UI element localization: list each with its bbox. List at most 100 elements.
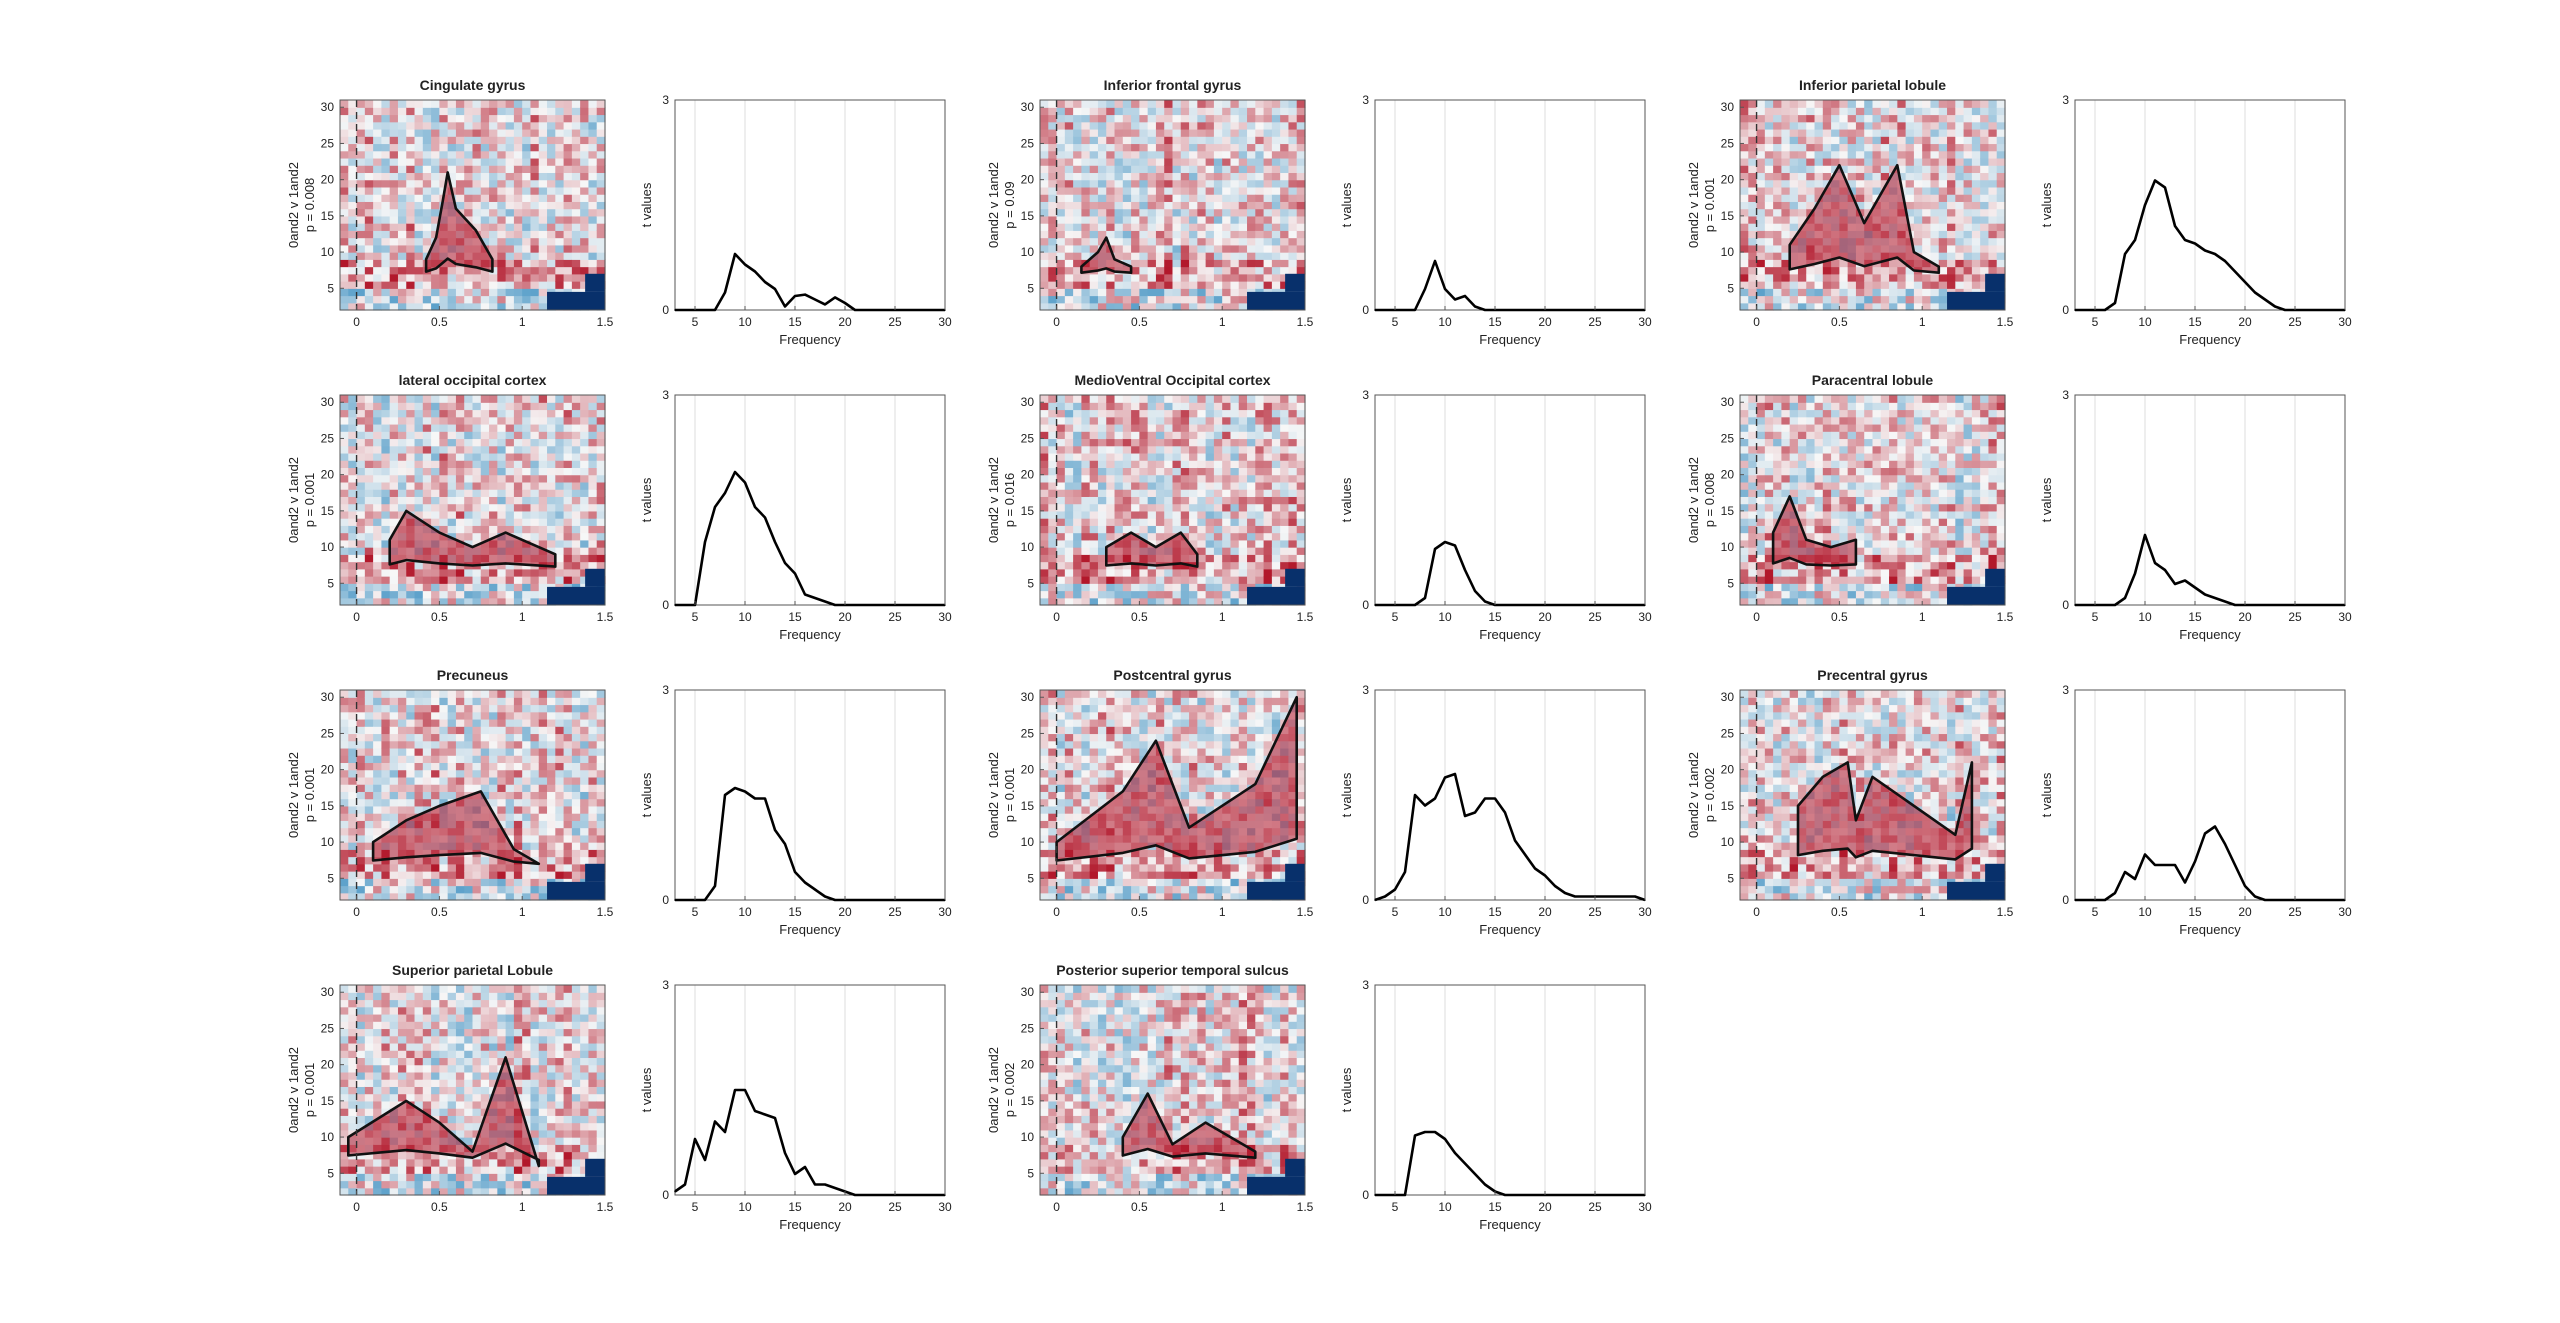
heatmap-cell xyxy=(1089,237,1099,246)
heatmap-cell xyxy=(588,489,598,497)
heatmap-cell xyxy=(1081,136,1091,145)
heatmap-cell xyxy=(464,395,474,403)
heatmap-cell xyxy=(447,273,457,282)
heatmap-cell xyxy=(447,172,457,181)
heatmap-cell xyxy=(1296,215,1306,224)
heatmap-cell xyxy=(1897,128,1907,137)
heatmap-cell xyxy=(1114,423,1124,432)
heatmap-cell xyxy=(1073,288,1083,297)
heatmap-cell xyxy=(1114,186,1124,195)
heatmap-cell xyxy=(340,467,349,476)
data-point xyxy=(1574,309,1576,311)
heatmap-cell xyxy=(555,547,565,555)
heatmap-cell xyxy=(1106,452,1116,461)
heatmap-cell xyxy=(505,518,515,526)
heatmap-cell xyxy=(1889,281,1898,289)
heatmap-cell xyxy=(1106,143,1116,152)
heatmap-cell xyxy=(1205,510,1215,519)
heatmap-cell xyxy=(1938,194,1948,202)
heatmap-cell xyxy=(1155,273,1165,282)
heatmap-cell xyxy=(1238,121,1248,130)
heatmap-cell xyxy=(1205,416,1215,425)
heatmap-cell xyxy=(1889,121,1898,130)
heatmap-cell xyxy=(1114,460,1124,469)
heatmap-cell xyxy=(1280,230,1290,239)
heatmap-cell xyxy=(580,496,590,505)
heatmap-cell xyxy=(1073,259,1083,268)
heatmap-cell xyxy=(1855,302,1865,311)
heatmap-cell xyxy=(1197,288,1207,297)
heatmap-cell xyxy=(1797,165,1807,174)
heatmap-cell xyxy=(1089,481,1099,490)
data-point xyxy=(924,604,926,606)
heatmap-cell xyxy=(1839,150,1849,159)
heatmap-cell xyxy=(455,179,465,188)
heatmap-cell xyxy=(1238,215,1248,224)
heatmap-cell xyxy=(1180,590,1190,599)
heatmap-cell xyxy=(1064,223,1074,231)
heatmap-cell xyxy=(1147,445,1157,454)
heatmap-cell xyxy=(1197,273,1207,282)
heatmap-cell xyxy=(530,266,540,275)
data-point xyxy=(734,253,736,255)
heatmap-cell xyxy=(455,460,465,469)
heatmap-cell xyxy=(571,409,581,418)
heatmap-cell xyxy=(389,402,399,411)
heatmap-cell xyxy=(406,409,416,418)
heatmap-cell xyxy=(563,230,573,239)
heatmap-cell xyxy=(1081,100,1091,108)
heatmap-cell xyxy=(1905,215,1915,224)
x-tick-label: 30 xyxy=(938,315,952,329)
heatmap-cell xyxy=(1913,244,1923,253)
heatmap-cell xyxy=(381,157,391,166)
x-tick-label: 1.5 xyxy=(1297,315,1314,329)
heatmap-cell xyxy=(439,416,449,425)
heatmap-cell xyxy=(1288,402,1298,411)
heatmap-cell xyxy=(1296,244,1306,253)
heatmap-cell xyxy=(1280,416,1290,425)
heatmap-cell xyxy=(1880,128,1890,137)
heatmap-cell xyxy=(1740,223,1749,231)
heatmap-cell xyxy=(1197,590,1207,599)
heatmap-cell xyxy=(1255,474,1265,483)
heatmap-cell xyxy=(1081,445,1091,454)
heatmap-cell xyxy=(447,416,457,425)
heatmap-cell xyxy=(1222,576,1232,584)
heatmap-cell xyxy=(439,489,449,497)
heatmap-cell xyxy=(373,510,383,519)
heatmap-cell xyxy=(1913,136,1923,145)
heatmap-cell xyxy=(1238,288,1248,297)
heatmap-cell xyxy=(1213,474,1223,483)
heatmap-cell xyxy=(1872,179,1882,188)
heatmap-cell xyxy=(1155,474,1165,483)
heatmap-cell xyxy=(1155,416,1165,425)
heatmap-cell xyxy=(1263,114,1273,123)
heatmap-cell xyxy=(1131,215,1140,224)
heatmap-cell xyxy=(364,252,374,260)
heatmap-cell xyxy=(348,143,358,152)
heatmap-cell xyxy=(1048,438,1058,447)
heatmap-cell xyxy=(439,518,449,526)
y-tick-label: 15 xyxy=(1021,504,1035,518)
heatmap-cell xyxy=(455,416,465,425)
heatmap-cell xyxy=(406,561,416,570)
heatmap-cell xyxy=(1930,223,1940,231)
heatmap-cell xyxy=(489,474,498,483)
heatmap-cell xyxy=(1230,281,1240,289)
heatmap-cell xyxy=(596,128,606,137)
heatmap-cell xyxy=(596,107,606,116)
heatmap-cell xyxy=(439,157,449,166)
heatmap-cell xyxy=(422,302,432,311)
heatmap-cell xyxy=(455,510,465,519)
heatmap-cell xyxy=(364,554,374,563)
heatmap-cell xyxy=(1806,121,1816,130)
heatmap-cell xyxy=(588,172,598,181)
heatmap-cell xyxy=(1056,136,1066,145)
heatmap-cell xyxy=(356,244,366,253)
heatmap-cell xyxy=(1122,128,1132,137)
heatmap-cell xyxy=(414,568,424,577)
heatmap-cell xyxy=(1889,165,1898,174)
heatmap-cell xyxy=(596,539,606,548)
heatmap-cell xyxy=(1905,194,1915,202)
heatmap-cell xyxy=(580,445,590,454)
